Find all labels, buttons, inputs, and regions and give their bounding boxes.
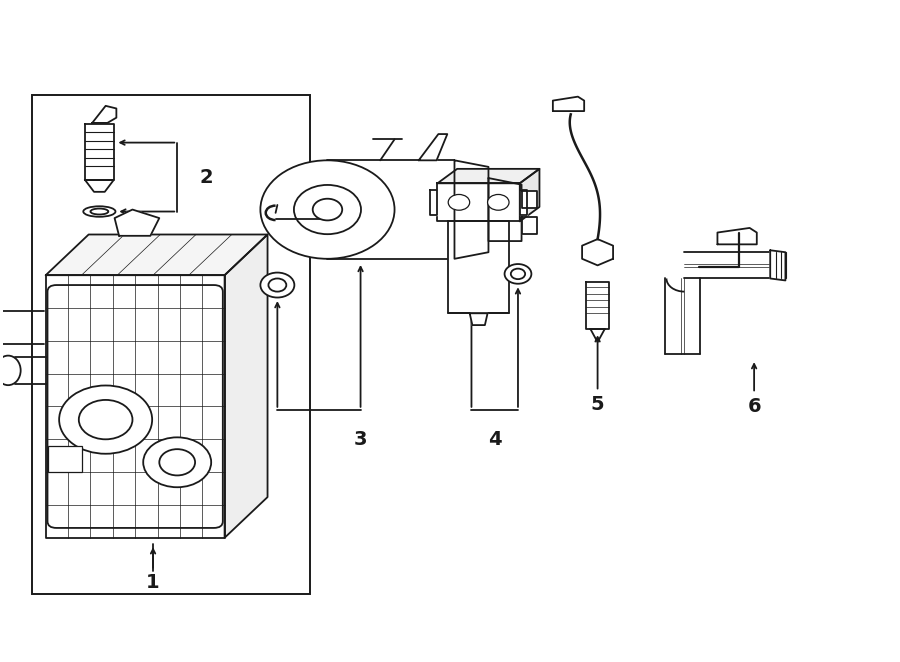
Polygon shape — [86, 124, 113, 180]
Polygon shape — [520, 190, 526, 214]
Text: 3: 3 — [354, 430, 367, 449]
Polygon shape — [418, 134, 447, 160]
Polygon shape — [522, 217, 536, 234]
Text: 6: 6 — [747, 397, 760, 416]
Ellipse shape — [505, 264, 531, 284]
Polygon shape — [86, 180, 113, 192]
Polygon shape — [225, 234, 267, 538]
Polygon shape — [717, 228, 757, 244]
Polygon shape — [454, 160, 489, 259]
Bar — [32, 95, 310, 594]
Polygon shape — [489, 178, 522, 241]
Polygon shape — [437, 183, 520, 221]
Circle shape — [312, 199, 342, 220]
Circle shape — [79, 400, 132, 440]
Circle shape — [159, 449, 195, 475]
Polygon shape — [46, 234, 267, 275]
Ellipse shape — [511, 269, 525, 279]
Circle shape — [448, 195, 470, 211]
Polygon shape — [522, 191, 536, 208]
Polygon shape — [470, 313, 488, 325]
Circle shape — [143, 438, 212, 487]
Polygon shape — [770, 250, 786, 281]
Circle shape — [59, 385, 152, 453]
Ellipse shape — [0, 355, 21, 385]
Bar — [49, 446, 83, 472]
Text: 2: 2 — [199, 167, 212, 187]
Circle shape — [488, 195, 509, 211]
Ellipse shape — [268, 279, 286, 292]
Polygon shape — [586, 282, 609, 329]
Polygon shape — [448, 221, 509, 313]
Ellipse shape — [84, 207, 115, 216]
Polygon shape — [92, 106, 116, 123]
Circle shape — [260, 160, 394, 259]
Polygon shape — [46, 275, 225, 538]
Polygon shape — [582, 239, 613, 265]
Text: 5: 5 — [590, 395, 605, 414]
Polygon shape — [437, 169, 539, 183]
Text: 1: 1 — [146, 573, 160, 592]
Text: 4: 4 — [488, 430, 501, 449]
Polygon shape — [430, 190, 437, 214]
Polygon shape — [114, 210, 159, 236]
Polygon shape — [553, 97, 584, 111]
Ellipse shape — [260, 273, 294, 297]
Polygon shape — [520, 169, 539, 221]
Ellipse shape — [90, 209, 108, 214]
Circle shape — [294, 185, 361, 234]
